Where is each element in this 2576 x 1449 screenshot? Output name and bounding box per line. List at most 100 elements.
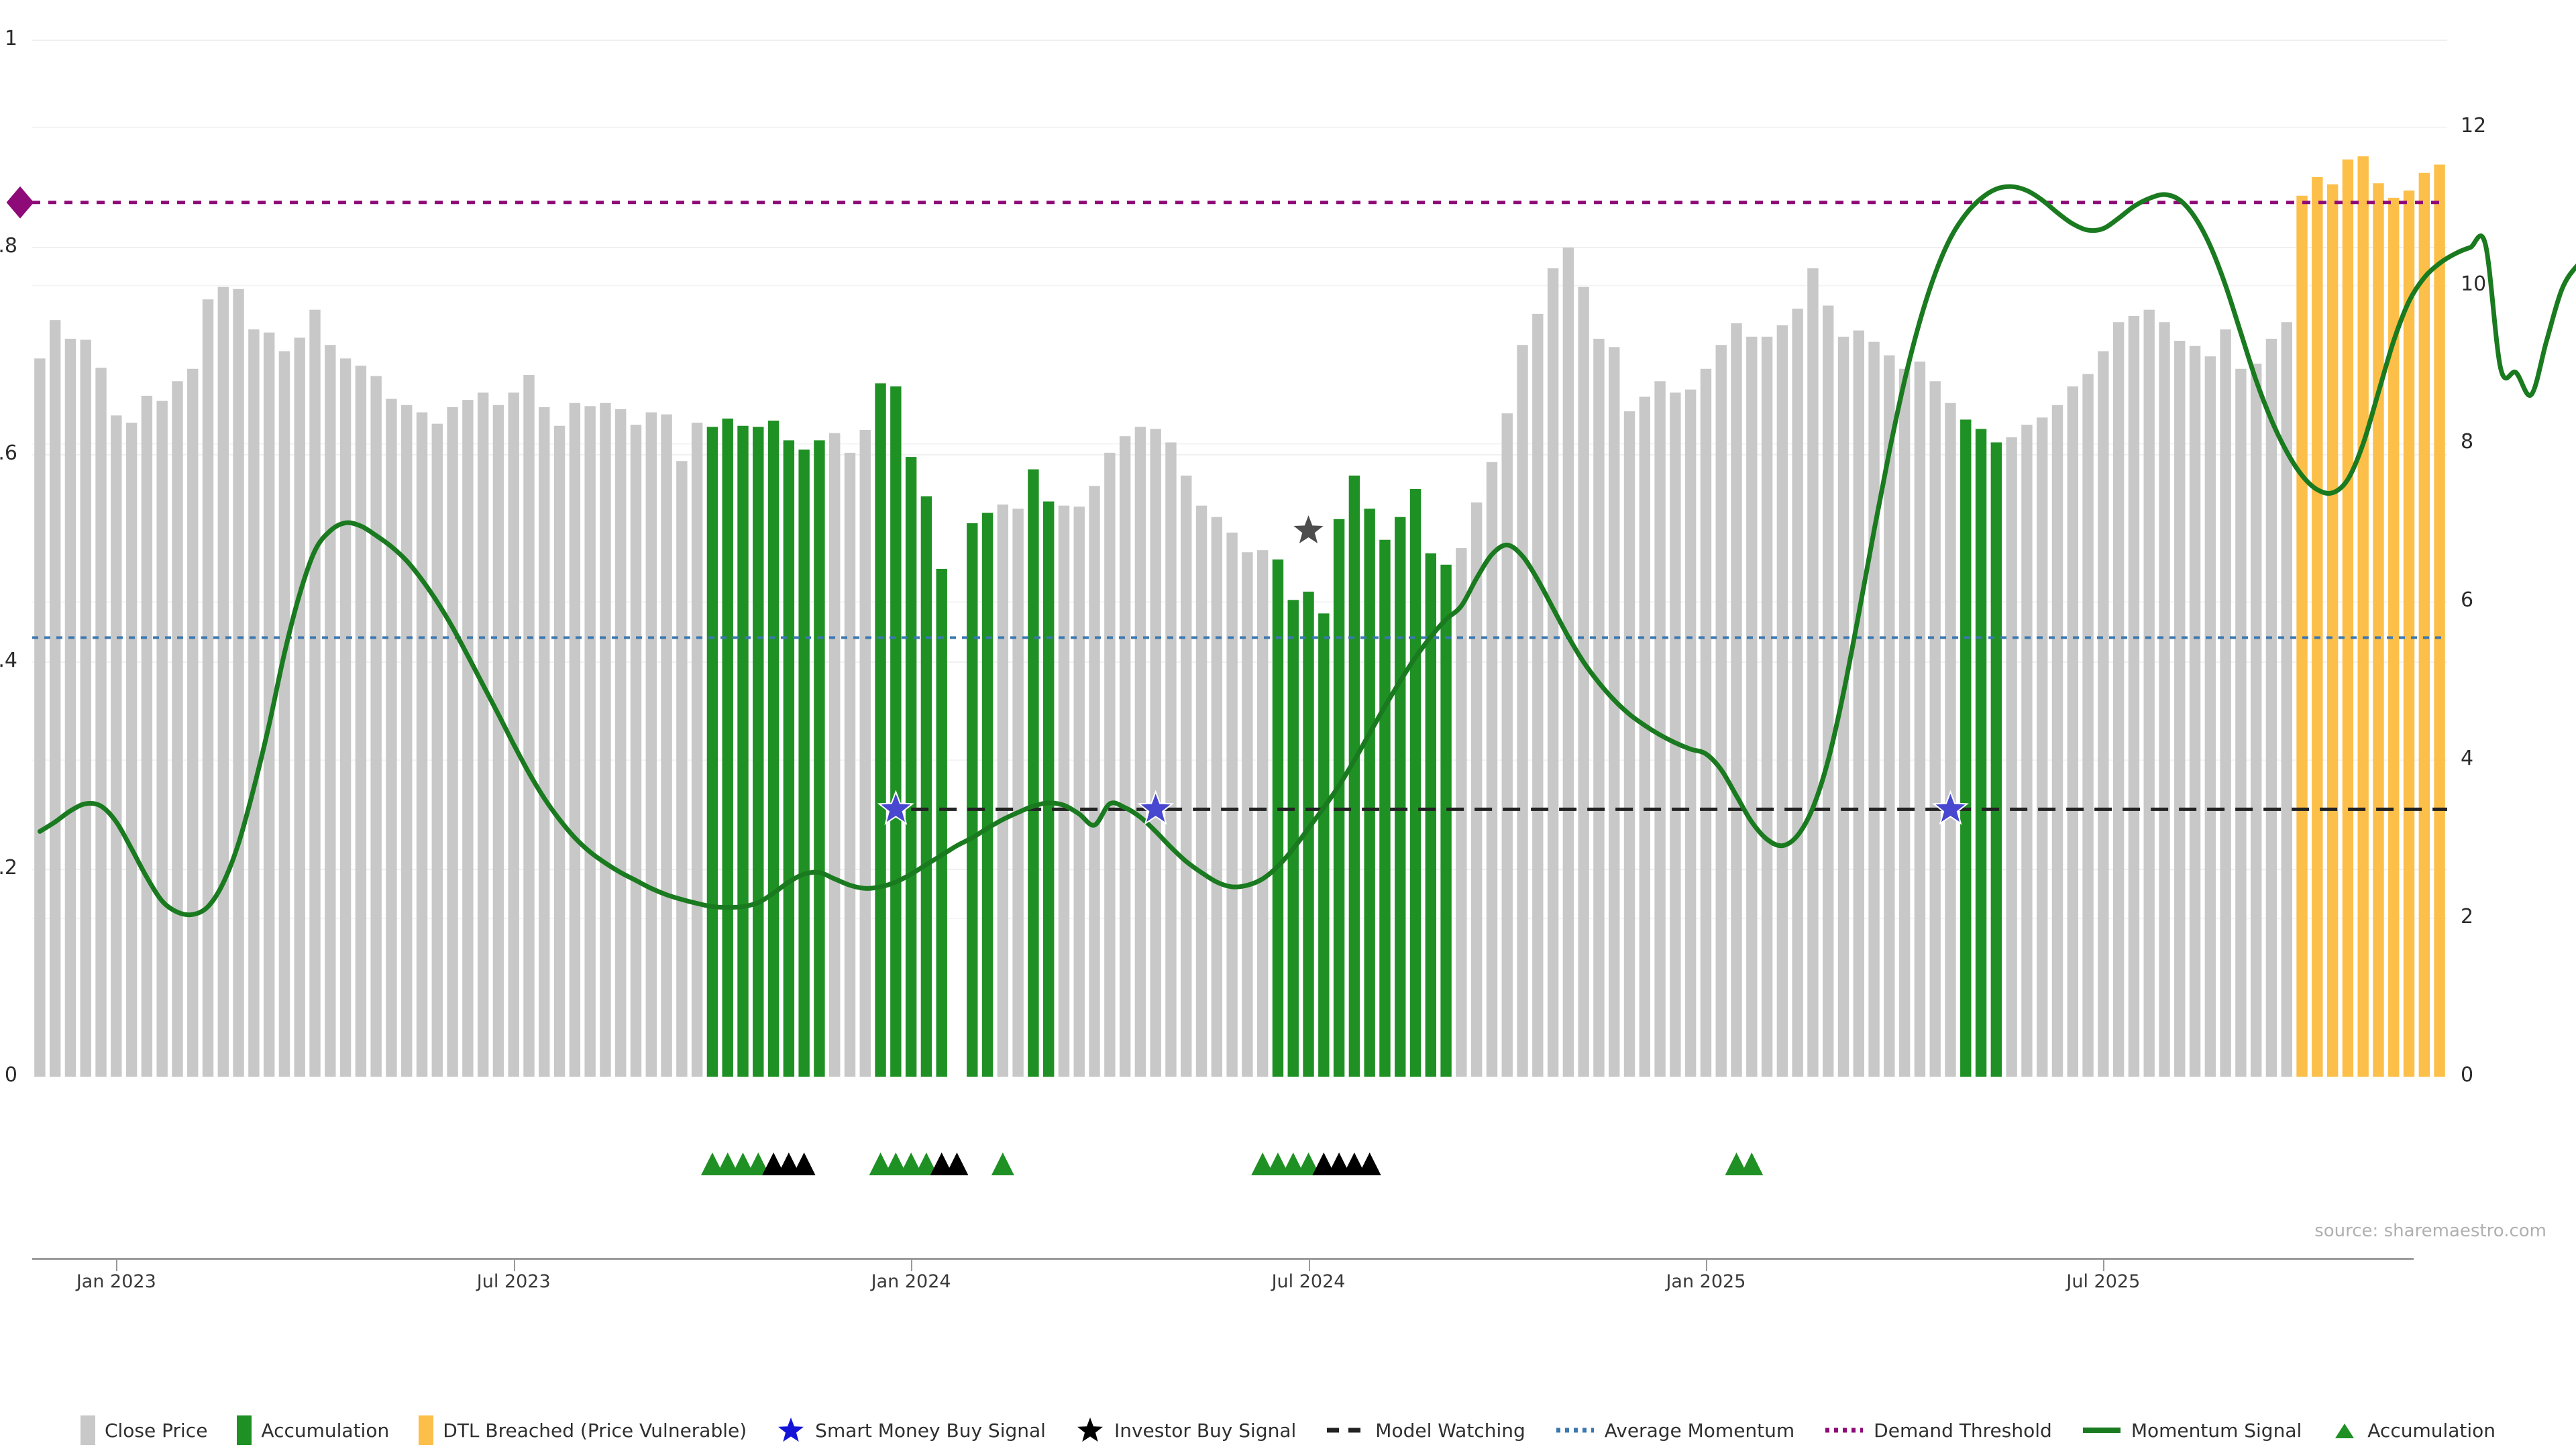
bar-close-price[interactable] (539, 407, 550, 1077)
bar-close-price[interactable] (1853, 330, 1864, 1077)
bar-close-price[interactable] (1058, 505, 1070, 1077)
bar-dtl-breached[interactable] (2388, 197, 2400, 1077)
bar-close-price[interactable] (508, 392, 519, 1077)
bar-close-price[interactable] (1073, 506, 1085, 1077)
bar-close-price[interactable] (1593, 338, 1605, 1077)
bar-close-price[interactable] (1609, 347, 1620, 1077)
bar-close-price[interactable] (1929, 381, 1941, 1077)
bar-close-price[interactable] (600, 402, 611, 1077)
bar-close-price[interactable] (1898, 368, 1911, 1077)
bar-close-price[interactable] (248, 329, 260, 1077)
bar-close-price[interactable] (553, 425, 566, 1077)
bar-close-price[interactable] (676, 461, 688, 1077)
bar-close-price[interactable] (1256, 550, 1269, 1077)
bar-close-price[interactable] (1868, 341, 1880, 1077)
bar-accumulation[interactable] (936, 568, 947, 1077)
bar-close-price[interactable] (401, 405, 413, 1077)
bar-close-price[interactable] (294, 337, 305, 1077)
bar-close-price[interactable] (1134, 427, 1146, 1077)
investor-buy-signal-star-icon[interactable] (1290, 511, 1327, 547)
bar-accumulation[interactable] (1042, 501, 1055, 1077)
bar-close-price[interactable] (202, 299, 214, 1077)
bar-close-price[interactable] (1623, 411, 1635, 1077)
bar-close-price[interactable] (1547, 268, 1559, 1077)
smart-money-buy-signal-star-icon[interactable] (1932, 790, 1969, 825)
bar-close-price[interactable] (1639, 396, 1650, 1077)
bar-close-price[interactable] (141, 395, 153, 1077)
bar-close-price[interactable] (2250, 364, 2262, 1077)
bar-dtl-breached[interactable] (2296, 195, 2308, 1077)
bar-close-price[interactable] (2037, 417, 2048, 1077)
bar-close-price[interactable] (370, 376, 382, 1077)
bar-dtl-breached[interactable] (2403, 191, 2415, 1077)
bar-accumulation[interactable] (783, 440, 795, 1077)
bar-close-price[interactable] (263, 332, 275, 1077)
bar-accumulation[interactable] (1348, 475, 1360, 1077)
bar-accumulation[interactable] (1440, 564, 1452, 1077)
bar-close-price[interactable] (2281, 322, 2292, 1077)
bar-accumulation[interactable] (875, 383, 886, 1077)
legend-item[interactable]: Accumulation (237, 1415, 389, 1445)
bar-close-price[interactable] (1761, 336, 1773, 1077)
bar-close-price[interactable] (34, 358, 46, 1077)
bar-close-price[interactable] (447, 407, 458, 1077)
bar-close-price[interactable] (859, 429, 871, 1077)
bar-close-price[interactable] (278, 351, 290, 1077)
bar-close-price[interactable] (1195, 505, 1208, 1077)
bar-accumulation[interactable] (1287, 600, 1299, 1077)
legend-item[interactable]: Investor Buy Signal (1075, 1415, 1296, 1445)
bar-accumulation[interactable] (1318, 613, 1330, 1077)
bar-close-price[interactable] (569, 402, 581, 1077)
bar-close-price[interactable] (829, 433, 841, 1077)
bar-close-price[interactable] (1807, 268, 1819, 1077)
bar-close-price[interactable] (1792, 309, 1803, 1077)
bar-close-price[interactable] (2265, 338, 2277, 1077)
bar-dtl-breached[interactable] (2342, 159, 2354, 1077)
bar-close-price[interactable] (1181, 475, 1192, 1077)
bar-accumulation[interactable] (767, 421, 780, 1077)
bar-accumulation[interactable] (1409, 488, 1421, 1077)
bar-close-price[interactable] (309, 309, 321, 1077)
bar-close-price[interactable] (1165, 442, 1177, 1077)
bar-dtl-breached[interactable] (2434, 164, 2445, 1077)
bar-close-price[interactable] (233, 288, 244, 1077)
bar-dtl-breached[interactable] (2418, 172, 2430, 1077)
bar-close-price[interactable] (1700, 368, 1712, 1077)
bar-close-price[interactable] (95, 368, 107, 1077)
bar-close-price[interactable] (1776, 325, 1788, 1077)
bar-close-price[interactable] (645, 412, 657, 1077)
bar-accumulation[interactable] (905, 457, 917, 1077)
bar-close-price[interactable] (523, 375, 535, 1077)
bar-close-price[interactable] (661, 414, 672, 1077)
bar-close-price[interactable] (416, 412, 428, 1077)
bar-close-price[interactable] (2021, 425, 2033, 1077)
bar-accumulation[interactable] (1990, 442, 2002, 1077)
legend-item[interactable]: Smart Money Buy Signal (776, 1415, 1046, 1445)
bar-close-price[interactable] (1684, 389, 1697, 1077)
bar-close-price[interactable] (1501, 413, 1513, 1077)
bar-dtl-breached[interactable] (2357, 156, 2369, 1077)
bar-accumulation[interactable] (1425, 553, 1437, 1077)
bar-close-price[interactable] (2174, 341, 2186, 1077)
legend-item[interactable]: DTL Breached (Price Vulnerable) (419, 1415, 747, 1445)
bar-close-price[interactable] (2159, 322, 2170, 1077)
bar-close-price[interactable] (1532, 313, 1544, 1077)
bar-close-price[interactable] (691, 423, 703, 1077)
bar-close-price[interactable] (64, 338, 76, 1077)
bar-close-price[interactable] (1731, 323, 1742, 1077)
bar-close-price[interactable] (187, 368, 199, 1077)
bar-close-price[interactable] (1089, 486, 1100, 1077)
bar-close-price[interactable] (1884, 355, 1895, 1077)
bar-accumulation[interactable] (706, 427, 718, 1077)
legend-item[interactable]: Model Watching (1326, 1415, 1525, 1445)
bar-close-price[interactable] (1746, 336, 1758, 1077)
bar-close-price[interactable] (156, 400, 168, 1077)
bar-close-price[interactable] (492, 405, 504, 1077)
bar-close-price[interactable] (477, 392, 489, 1077)
bar-close-price[interactable] (339, 358, 352, 1077)
bar-close-price[interactable] (2006, 437, 2017, 1077)
bar-close-price[interactable] (1914, 361, 1926, 1077)
bar-close-price[interactable] (2051, 405, 2063, 1077)
bar-close-price[interactable] (80, 339, 91, 1077)
bar-accumulation[interactable] (1333, 519, 1345, 1077)
